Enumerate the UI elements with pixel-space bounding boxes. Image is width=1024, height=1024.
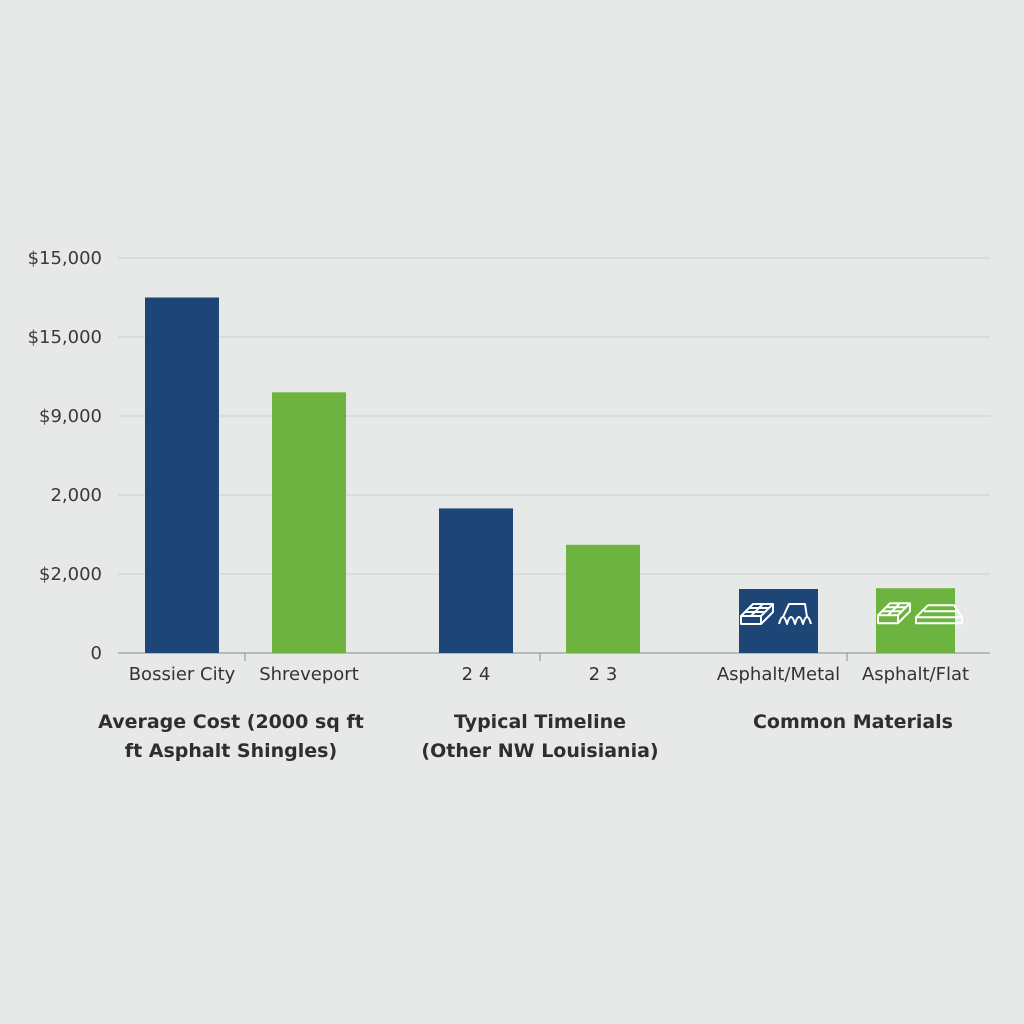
category-label: Shreveport [259,664,359,685]
labels: 0 $2,000 2,000 $9,000 $15,000 $15,000 Bossier … [28,248,970,762]
bar [272,392,346,653]
group-title: ft Asphalt Shingles) [125,740,337,762]
y-tick-label: $2,000 [39,564,102,585]
group-title: Average Cost (2000 sq ft [98,711,364,733]
tile-panel-icon [740,603,774,626]
group-title: (Other NW Louisiania) [421,740,658,762]
gridlines [118,257,990,575]
y-tick-label: $9,000 [39,406,102,427]
group-title: Typical Timeline [454,711,626,733]
y-tick-label: $15,000 [28,248,102,269]
bar [566,544,640,653]
bar [145,297,219,653]
y-tick-label: 2,000 [50,485,102,506]
bars [145,297,963,653]
category-label: Asphalt/Metal [717,664,840,685]
category-label: 2 3 [589,664,618,685]
category-label: Bossier City [129,664,236,685]
y-tick-label: $15,000 [28,327,102,348]
bar [439,508,513,653]
y-tick-label: 0 [91,643,102,664]
tile-panel-icon [877,602,911,625]
category-label: Asphalt/Flat [862,664,969,685]
flat-roof-icon [915,604,963,625]
axes [118,652,990,661]
bar [739,589,818,653]
group-title: Common Materials [753,711,953,733]
category-label: 2 4 [462,664,491,685]
metal-roof-icon [778,603,812,626]
